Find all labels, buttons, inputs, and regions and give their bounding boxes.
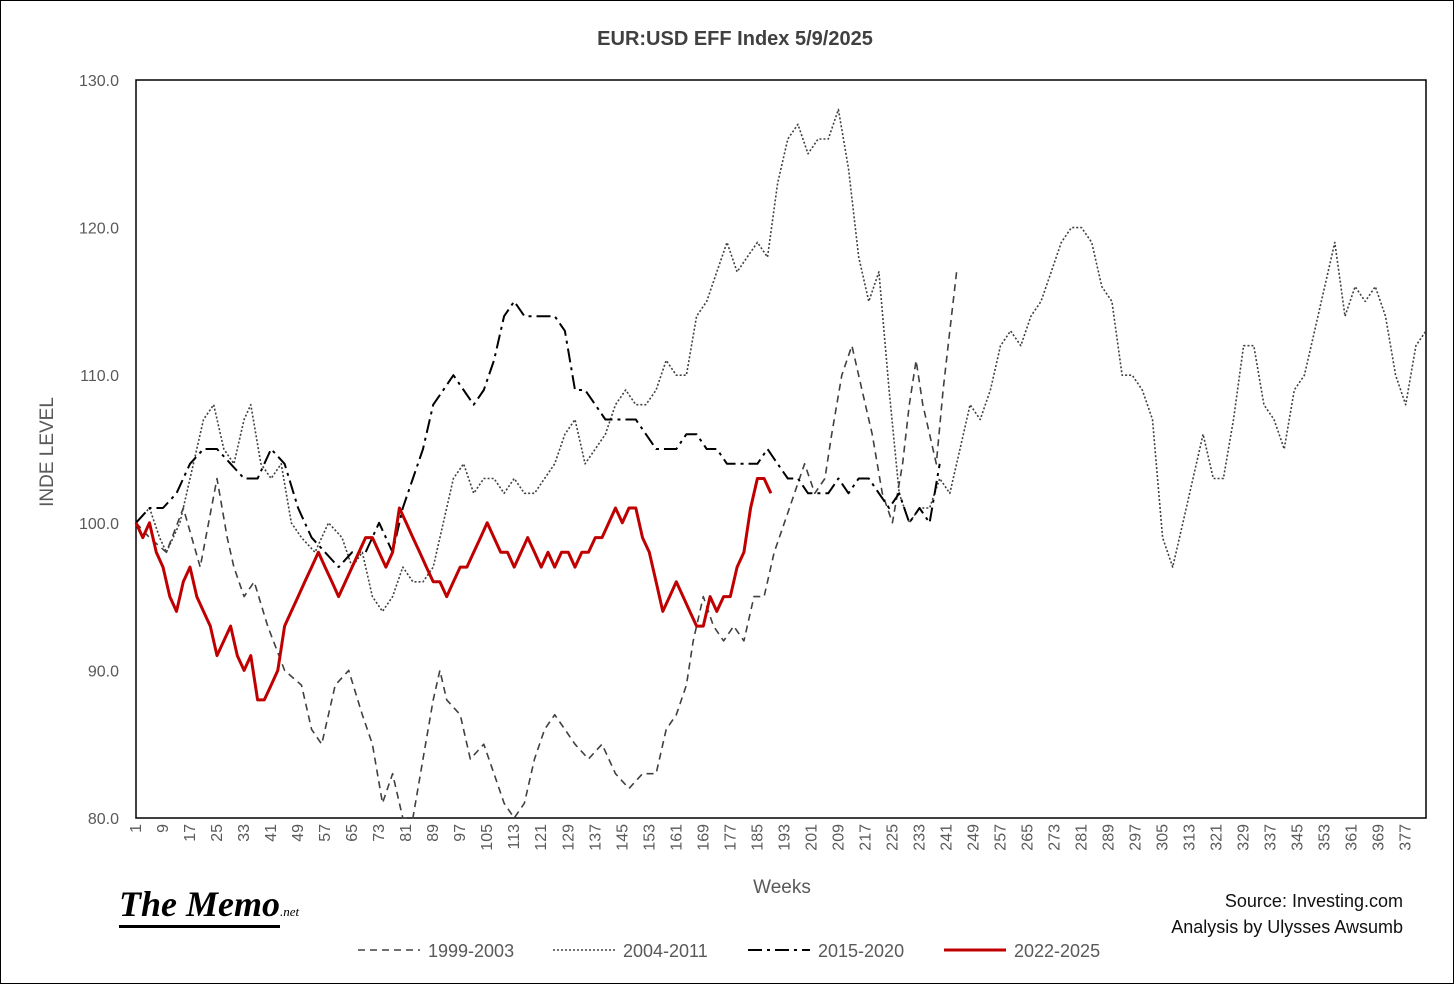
x-tick-label: 345 (1290, 824, 1307, 851)
x-tick-label: 233 (911, 824, 928, 851)
the-memo-logo: The Memo.net (119, 884, 300, 928)
x-tick-label: 225 (884, 824, 901, 851)
y-axis-ticks: 80.0 90.0 100.0 110.0 120.0 130.0 (79, 73, 119, 828)
x-tick-label: 377 (1398, 824, 1415, 851)
x-tick-label: 1 (128, 824, 145, 833)
x-tick-label: 81 (398, 824, 415, 842)
x-tick-label: 361 (1344, 824, 1361, 851)
x-tick-label: 337 (1263, 824, 1280, 851)
legend-label: 2022-2025 (1014, 941, 1100, 961)
x-tick-label: 273 (1047, 824, 1064, 851)
legend-label: 1999-2003 (428, 941, 514, 961)
x-tick-label: 257 (993, 824, 1010, 851)
x-tick-label: 249 (965, 824, 982, 851)
y-tick-label: 90.0 (88, 663, 119, 680)
legend-item-2015-2020: 2015-2020 (748, 941, 904, 961)
series-line-1999-2003 (135, 271, 958, 819)
logo-text: The Memo (119, 884, 280, 928)
series-line-2004-2011 (135, 108, 1427, 613)
x-tick-label: 161 (668, 824, 685, 851)
legend-label: 2015-2020 (818, 941, 904, 961)
x-tick-label: 185 (749, 824, 766, 851)
x-tick-label: 73 (371, 824, 388, 842)
x-tick-label: 193 (776, 824, 793, 851)
logo-suffix: .net (279, 904, 300, 919)
x-tick-label: 265 (1020, 824, 1037, 851)
x-tick-label: 105 (479, 824, 496, 851)
plot-border (135, 79, 1427, 819)
chart-title: EUR:USD EFF Index 5/9/2025 (597, 28, 873, 50)
x-tick-label: 369 (1371, 824, 1388, 851)
y-tick-label: 120.0 (79, 221, 119, 238)
x-tick-label: 353 (1317, 824, 1334, 851)
x-tick-label: 297 (1128, 824, 1145, 851)
x-tick-label: 217 (857, 824, 874, 851)
x-tick-label: 305 (1155, 824, 1172, 851)
x-tick-label: 89 (425, 824, 442, 842)
source-credit: Source: Investing.com (1225, 891, 1403, 911)
x-tick-label: 137 (587, 824, 604, 851)
x-tick-label: 129 (560, 824, 577, 851)
x-tick-label: 209 (830, 824, 847, 851)
x-tick-label: 25 (209, 824, 226, 842)
x-tick-label: 121 (533, 824, 550, 851)
x-tick-label: 17 (182, 824, 199, 842)
legend: 1999-2003 2004-2011 2015-2020 2022-2025 (358, 941, 1100, 961)
series-line-2022-2025 (134, 477, 773, 702)
x-axis-label: Weeks (753, 877, 811, 898)
x-tick-label: 49 (290, 824, 307, 842)
legend-item-2022-2025: 2022-2025 (944, 941, 1100, 961)
y-tick-label: 130.0 (79, 73, 119, 90)
x-tick-label: 41 (263, 824, 280, 842)
y-tick-label: 110.0 (80, 368, 119, 385)
x-tick-label: 177 (722, 824, 739, 851)
x-tick-label: 113 (506, 824, 523, 850)
x-tick-label: 321 (1209, 824, 1226, 851)
x-tick-label: 201 (803, 824, 820, 851)
legend-label: 2004-2011 (623, 941, 708, 961)
x-tick-label: 281 (1074, 824, 1091, 851)
x-tick-label: 33 (236, 824, 253, 842)
legend-item-1999-2003: 1999-2003 (358, 941, 514, 961)
x-tick-label: 241 (938, 824, 955, 851)
y-axis-label: INDE LEVEL (37, 397, 58, 507)
x-tick-label: 97 (452, 824, 469, 842)
y-tick-label: 80.0 (88, 811, 119, 828)
x-tick-label: 153 (641, 824, 658, 851)
analysis-credit: Analysis by Ulysses Awsumb (1171, 917, 1403, 937)
x-tick-label: 289 (1101, 824, 1118, 851)
x-tick-label: 313 (1182, 824, 1199, 851)
x-tick-label: 65 (344, 824, 361, 842)
legend-item-2004-2011: 2004-2011 (553, 941, 708, 961)
plot-area (134, 79, 1427, 819)
x-tick-label: 329 (1236, 824, 1253, 851)
x-axis-ticks: 1 9 17 25 33 41 49 57 65 73 81 89 97 105 113 121 129 137 1… (128, 824, 1415, 851)
series-line-2015-2020 (135, 300, 941, 569)
x-tick-label: 145 (614, 824, 631, 851)
x-tick-label: 9 (155, 824, 172, 833)
x-tick-label: 169 (695, 824, 712, 851)
y-tick-label: 100.0 (79, 516, 119, 533)
x-tick-label: 57 (317, 824, 334, 842)
